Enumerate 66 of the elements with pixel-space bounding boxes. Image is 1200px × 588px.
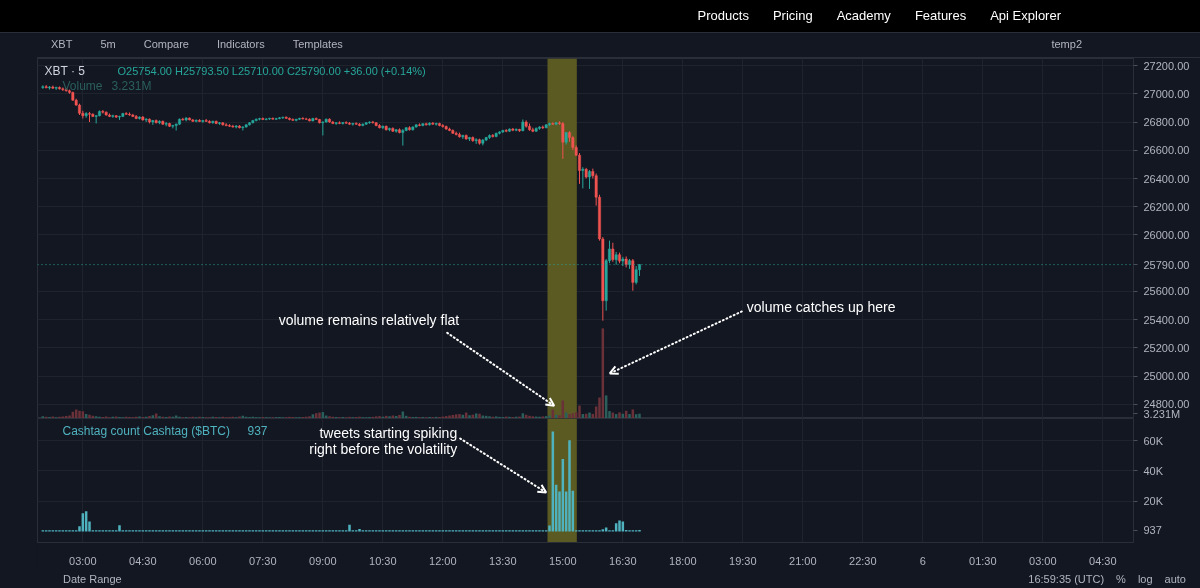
x-tick-label: 15:00 bbox=[549, 554, 577, 567]
x-tick-label: 06:00 bbox=[189, 554, 217, 567]
x-tick-label: 01:30 bbox=[969, 554, 997, 567]
x-tick-label: 04:30 bbox=[129, 554, 157, 567]
annotation: tweets starting spiking right before the volatility bbox=[309, 424, 458, 457]
x-tick-label: 07:30 bbox=[249, 554, 277, 567]
ref-line-label: 25790.00 bbox=[1143, 258, 1190, 271]
annotation: volume remains relatively flat bbox=[278, 311, 460, 328]
text: Volume bbox=[62, 78, 103, 93]
candlestick bbox=[588, 169, 591, 190]
y-tick-label: 25000.00 bbox=[1143, 370, 1190, 383]
text: 3.231M bbox=[111, 78, 152, 93]
text: Api Explorer bbox=[990, 7, 1061, 23]
text: Cashtag count Cashtag ($BTC) bbox=[62, 423, 230, 438]
x-tick-label: 04:30 bbox=[1089, 554, 1117, 567]
y-tick-label: 40K bbox=[1143, 464, 1164, 477]
bar bbox=[118, 525, 121, 532]
y-tick-label: 25200.00 bbox=[1143, 341, 1190, 354]
text: temp2 bbox=[1051, 38, 1082, 51]
y-tick-label: 20K bbox=[1143, 495, 1164, 508]
text: Indicators bbox=[216, 38, 265, 51]
y-tick-label: 937 bbox=[1143, 524, 1162, 537]
y-tick-label: 60K bbox=[1143, 434, 1164, 447]
x-tick-label: 19:30 bbox=[729, 554, 757, 567]
bar bbox=[348, 524, 351, 532]
y-tick-label: 27000.00 bbox=[1143, 87, 1190, 100]
x-tick-label: 10:30 bbox=[369, 554, 397, 567]
text: Compare bbox=[143, 38, 189, 51]
x-tick-label: 16:30 bbox=[609, 554, 637, 567]
y-tick-label: 26400.00 bbox=[1143, 172, 1190, 185]
text: O25754.00 H25793.50 L25710.00 C25790.00 +36.00 (+0.14%) bbox=[117, 64, 426, 77]
bar bbox=[358, 528, 361, 532]
x-tick-label: 13:30 bbox=[489, 554, 517, 567]
text: Features bbox=[914, 7, 967, 23]
text: % bbox=[1116, 572, 1126, 585]
x-tick-label: 09:00 bbox=[309, 554, 337, 567]
annotation: volume catches up here bbox=[746, 299, 896, 316]
text: 5m bbox=[100, 38, 116, 51]
text: Templates bbox=[292, 38, 343, 51]
text: XBT · 5 bbox=[44, 63, 86, 78]
x-tick-label: 22:30 bbox=[849, 554, 877, 567]
x-tick-label: 18:00 bbox=[669, 554, 697, 567]
text: Products bbox=[697, 7, 749, 23]
y-tick-label: 25400.00 bbox=[1143, 313, 1190, 326]
text: Academy bbox=[836, 7, 891, 23]
bar bbox=[618, 520, 621, 532]
y-tick-label: 26800.00 bbox=[1143, 116, 1190, 129]
y-tick-label: 26000.00 bbox=[1143, 228, 1190, 241]
y-tick-label: 26200.00 bbox=[1143, 200, 1190, 213]
y-tick-label: 27200.00 bbox=[1143, 59, 1190, 72]
y-tick-label: 26600.00 bbox=[1143, 144, 1190, 157]
bar bbox=[568, 440, 571, 532]
x-tick-label: 03:00 bbox=[1029, 554, 1057, 567]
x-tick-label: 03:00 bbox=[69, 554, 97, 567]
x-tick-label: 6 bbox=[919, 554, 926, 567]
text: log bbox=[1137, 572, 1153, 585]
y-tick-label: 25600.00 bbox=[1143, 285, 1190, 298]
text: Pricing bbox=[772, 7, 813, 23]
text: 16:59:35 (UTC) bbox=[1028, 572, 1105, 585]
text: Date Range bbox=[63, 572, 122, 585]
x-tick-label: 21:00 bbox=[789, 554, 817, 567]
text: 937 bbox=[247, 424, 268, 438]
candlestick bbox=[611, 242, 615, 263]
x-tick-label: 12:00 bbox=[429, 554, 457, 567]
text: XBT bbox=[51, 38, 73, 51]
text: auto bbox=[1164, 572, 1186, 585]
